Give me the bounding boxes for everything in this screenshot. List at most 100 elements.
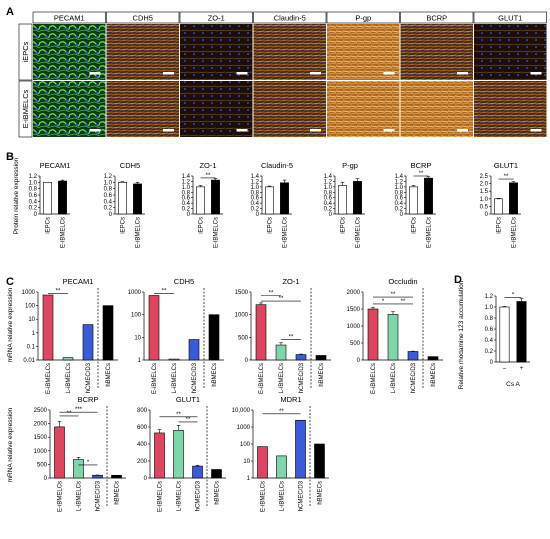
micrograph bbox=[180, 81, 253, 137]
chart-title: PECAM1 bbox=[40, 161, 71, 170]
column-header-label: Claudin-5 bbox=[274, 14, 306, 23]
y-tick-label: 2.0 bbox=[480, 182, 489, 188]
chart-b-claudin-5: Claudin-5 00.20.40.60.81.01.21.4 iEPCs E-iB… bbox=[251, 161, 293, 248]
scale-bar bbox=[236, 129, 248, 132]
chart-b-p-gp: P-gp 00.20.40.60.81.01.21.4 iEPCs E-iBMELCs bbox=[324, 161, 365, 248]
bar bbox=[280, 182, 289, 215]
y-tick-label: 0.6 bbox=[395, 196, 404, 202]
panel-b-label: B bbox=[6, 151, 14, 163]
significance-mark: ** bbox=[162, 289, 167, 295]
x-tick-label: E-iBMELCs bbox=[371, 363, 377, 394]
chart-b-cdh5: CDH5 00.20.40.60.81.01.2 iEPCs E-iBMELCs bbox=[104, 161, 145, 248]
column-header-label: BCRP bbox=[426, 14, 447, 23]
scale-bar bbox=[530, 72, 542, 75]
x-tick-label: hCMEC/D3 bbox=[299, 362, 305, 393]
chart-c-mdr1: MDR1 1 10 100 1000 10,000 E-iBMELCs L-iBMELCs hC… bbox=[232, 395, 329, 512]
chart-c-zo-1: ZO-1 0 500 1000 1500 E-iBMELCs L-iBMELCs hCMEC/… bbox=[235, 277, 331, 394]
y-tick-label: 0 bbox=[485, 212, 489, 218]
y-tick-label: 1.0 bbox=[104, 180, 113, 186]
x-tick-label: E-iBMELCs bbox=[512, 217, 518, 248]
y-tick-label: 0.6 bbox=[485, 327, 494, 333]
significance-mark: ** bbox=[401, 299, 406, 305]
x-tick-label: L-iBMELCs bbox=[66, 363, 72, 393]
bar bbox=[367, 308, 379, 361]
scale-bar bbox=[163, 72, 174, 75]
y-tick-label: 1.4 bbox=[395, 174, 404, 180]
bar bbox=[58, 180, 67, 215]
x-tick-label: hCMEC/D3 bbox=[96, 480, 102, 511]
y-tick-label: 1000 bbox=[237, 425, 251, 431]
y-tick-label: 0.4 bbox=[29, 199, 38, 205]
chart-title: ZO-1 bbox=[199, 161, 216, 170]
bar bbox=[499, 306, 510, 363]
x-tick-label: E-iBMELCs bbox=[283, 217, 289, 248]
significance-mark: ** bbox=[289, 335, 294, 341]
panel-a-label: A bbox=[6, 6, 14, 18]
x-tick-label: iEPCs bbox=[341, 217, 347, 234]
bar bbox=[188, 339, 200, 361]
y-tick-label: 0.2 bbox=[485, 349, 494, 355]
panel-d-label: D bbox=[454, 274, 462, 286]
chart-title: CDH5 bbox=[120, 161, 140, 170]
y-tick-label: 0.1 bbox=[27, 344, 36, 350]
bar bbox=[133, 183, 142, 215]
panel-c-ylabel-bottom: mRNA relative expression bbox=[7, 407, 14, 482]
x-tick-label: hBMECs bbox=[115, 481, 121, 505]
chart-c-occludin: Occludin 0 500 1000 1500 2000 E-iBMELCs L-iBMEL… bbox=[347, 277, 443, 394]
y-tick-label: 0.2 bbox=[395, 207, 404, 213]
chart-title: P-gp bbox=[342, 161, 358, 170]
x-tick-label: E-iBMELCs bbox=[261, 481, 267, 512]
column-header-label: PECAM1 bbox=[54, 14, 85, 23]
panel-d-xlabel: Cs A bbox=[506, 381, 520, 388]
bar bbox=[255, 304, 267, 361]
chart-b-glut1: GLUT1 0 0.51.0 1.52.0 2.5 iEPCs E-iBMELCs ** bbox=[480, 161, 521, 248]
y-tick-label: 1.2 bbox=[395, 179, 404, 185]
column-header-box bbox=[253, 11, 327, 24]
y-tick-label: 1.2 bbox=[251, 179, 260, 185]
y-tick-label: 2000 bbox=[347, 290, 361, 296]
y-tick-label: 1.2 bbox=[29, 174, 38, 180]
chart-title: BCRP bbox=[411, 161, 432, 170]
x-tick-label: – bbox=[503, 366, 507, 372]
chart-title: MDR1 bbox=[280, 395, 301, 404]
y-tick-label: 0.2 bbox=[182, 207, 191, 213]
bar bbox=[353, 181, 362, 215]
significance-mark: ** bbox=[504, 174, 509, 180]
x-tick-label: E-iBMELCs bbox=[58, 481, 64, 512]
x-tick-label: iEPCs bbox=[268, 217, 274, 234]
bar bbox=[276, 455, 287, 479]
y-tick-label: 1500 bbox=[347, 307, 361, 313]
bar bbox=[82, 324, 94, 361]
y-tick-label: 0.8 bbox=[104, 187, 113, 193]
micrograph bbox=[180, 24, 253, 80]
y-tick-label: 1.0 bbox=[324, 185, 333, 191]
y-tick-label: 0 bbox=[400, 212, 404, 218]
significance-mark: * bbox=[512, 293, 515, 299]
y-tick-label: 0 bbox=[490, 360, 494, 366]
significance-mark: *** bbox=[75, 407, 83, 413]
micrograph bbox=[400, 24, 473, 80]
x-tick-label: L-iBMELCs bbox=[77, 481, 83, 511]
scale-bar bbox=[89, 72, 101, 75]
y-tick-label: 0.6 bbox=[182, 196, 191, 202]
y-tick-label: 100 bbox=[240, 442, 251, 448]
chart-d-efflux: 0 0.2 0.4 0.6 0.8 1.0 1.2 – + * bbox=[485, 293, 530, 372]
row-label-box bbox=[18, 80, 33, 138]
y-tick-label: 0.6 bbox=[324, 196, 333, 202]
x-tick-label: E-iBMELCs bbox=[152, 363, 158, 394]
scale-bar bbox=[236, 72, 248, 75]
significance-mark: ** bbox=[279, 409, 284, 415]
x-tick-label: hBMECs bbox=[431, 363, 437, 387]
y-tick-label: 10 bbox=[134, 335, 141, 341]
micrograph bbox=[253, 24, 326, 80]
y-tick-label: 100 bbox=[131, 313, 142, 319]
y-tick-label: 1.0 bbox=[182, 185, 191, 191]
y-tick-label: 1000 bbox=[128, 290, 142, 296]
x-tick-label: iEPCs bbox=[199, 217, 205, 234]
column-header-label: ZO-1 bbox=[208, 14, 225, 23]
y-tick-label: 2000 bbox=[34, 422, 48, 428]
y-tick-label: 0 bbox=[329, 212, 333, 218]
chart-b-zo-1: ZO-1 00.20.40.60.81.01.21.4 iEPCs E-iBMELCs… bbox=[182, 161, 223, 248]
